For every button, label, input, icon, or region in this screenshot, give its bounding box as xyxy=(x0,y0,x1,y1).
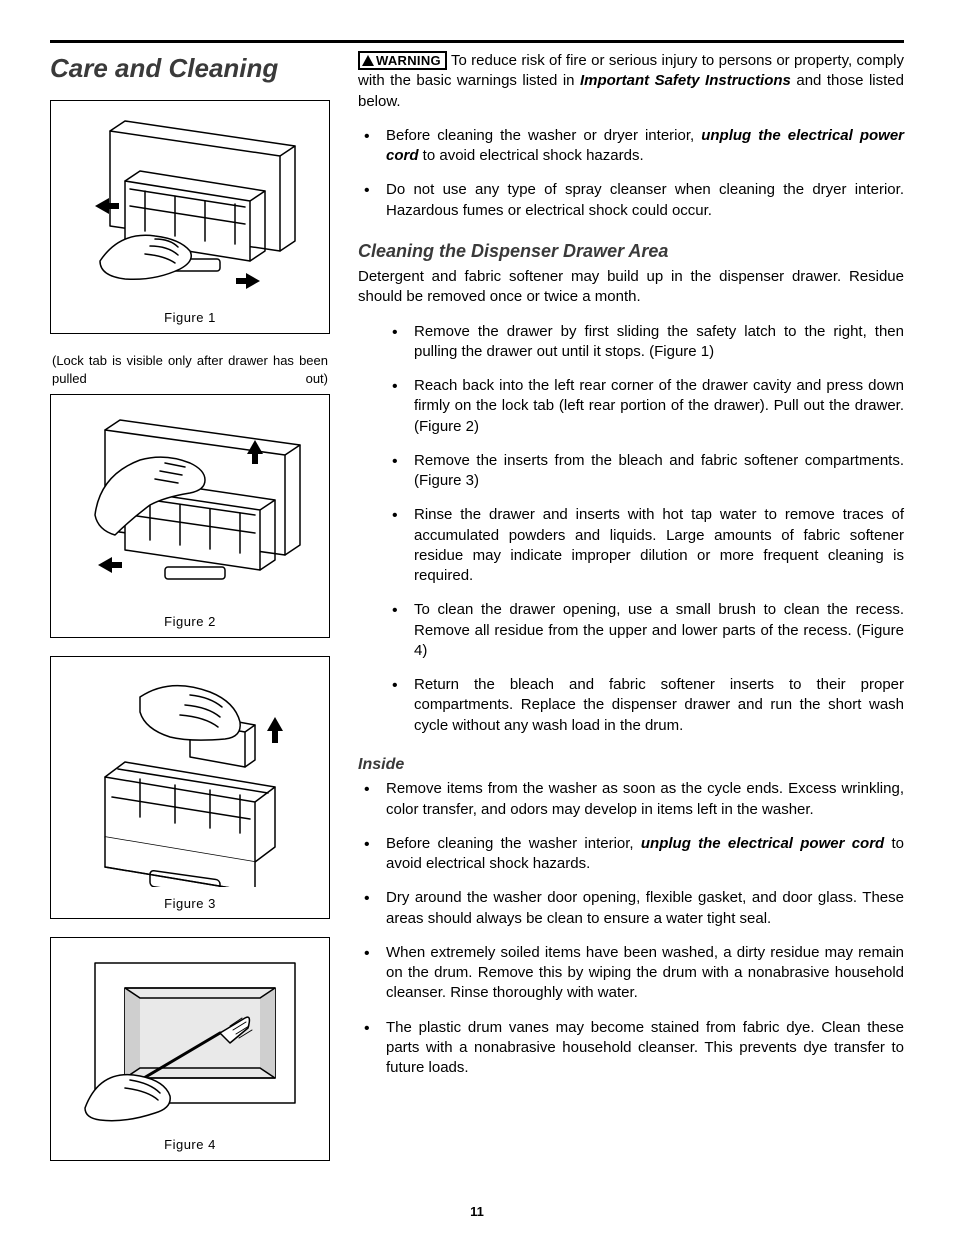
in4-pre: The plastic drum vanes may become staine… xyxy=(386,1019,904,1077)
inside-item-0: Remove items from the washer as soon as … xyxy=(386,779,904,820)
tb1-pre: Do not use any type of spray cleanser wh… xyxy=(386,181,904,218)
in3-pre: When extremely soiled items have been wa… xyxy=(386,944,904,1002)
inside-item-4: The plastic drum vanes may become staine… xyxy=(386,1018,904,1079)
tb0-post: to avoid electrical shock hazards. xyxy=(419,147,644,164)
dispenser-item-3: Rinse the drawer and inserts with hot ta… xyxy=(414,505,904,586)
top-rule xyxy=(50,40,904,43)
top-warning-list: Before cleaning the washer or dryer inte… xyxy=(358,126,904,221)
figure-1-caption: Figure 1 xyxy=(61,309,319,327)
warning-paragraph: WARNINGTo reduce risk of fire or serious… xyxy=(358,51,904,112)
right-column: WARNINGTo reduce risk of fire or serious… xyxy=(358,51,904,1179)
warning-triangle-icon xyxy=(362,55,374,66)
warning-label: WARNING xyxy=(376,53,441,68)
figure-2-illustration xyxy=(70,405,310,605)
figure-1-illustration xyxy=(70,111,310,301)
figure-4-box: Figure 4 xyxy=(50,937,330,1161)
figure-4-illustration xyxy=(70,948,310,1128)
in1-emph: unplug the electrical power cord xyxy=(641,835,884,852)
dispenser-item-4: To clean the drawer opening, use a small… xyxy=(414,600,904,661)
figure-3-illustration xyxy=(70,667,310,887)
figure-1-box: Figure 1 xyxy=(50,100,330,334)
figure-2-box: Figure 2 xyxy=(50,394,330,638)
in1-pre: Before cleaning the washer interior, xyxy=(386,835,641,852)
figure-2-note: (Lock tab is visible only after drawer h… xyxy=(52,352,328,388)
figure-3-box: Figure 3 xyxy=(50,656,330,920)
dispenser-heading: Cleaning the Dispenser Drawer Area xyxy=(358,239,904,263)
dispenser-item-0: Remove the drawer by first sliding the s… xyxy=(414,322,904,363)
dispenser-item-2: Remove the inserts from the bleach and f… xyxy=(414,451,904,492)
figure-4-caption: Figure 4 xyxy=(61,1136,319,1154)
dispenser-intro: Detergent and fabric softener may build … xyxy=(358,267,904,308)
left-column: Care and Cleaning xyxy=(50,51,330,1179)
page-number: 11 xyxy=(50,1203,904,1221)
inside-item-1: Before cleaning the washer interior, unp… xyxy=(386,834,904,875)
dispenser-list: Remove the drawer by first sliding the s… xyxy=(358,322,904,736)
in2-pre: Dry around the washer door opening, flex… xyxy=(386,889,904,926)
top-bullet-1: Do not use any type of spray cleanser wh… xyxy=(386,180,904,221)
inside-item-2: Dry around the washer door opening, flex… xyxy=(386,888,904,929)
dispenser-item-5: Return the bleach and fabric softener in… xyxy=(414,675,904,736)
figure-2-caption: Figure 2 xyxy=(61,613,319,631)
figure-3-caption: Figure 3 xyxy=(61,895,319,913)
dispenser-item-1: Reach back into the left rear corner of … xyxy=(414,376,904,437)
warning-emph: Important Safety Instructions xyxy=(580,72,791,89)
page-columns: Care and Cleaning xyxy=(50,51,904,1179)
tb0-pre: Before cleaning the washer or dryer inte… xyxy=(386,127,701,144)
inside-list: Remove items from the washer as soon as … xyxy=(358,779,904,1078)
top-bullet-0: Before cleaning the washer or dryer inte… xyxy=(386,126,904,167)
inside-heading: Inside xyxy=(358,754,904,776)
section-title: Care and Cleaning xyxy=(50,51,330,86)
warning-badge: WARNING xyxy=(358,51,447,70)
inside-item-3: When extremely soiled items have been wa… xyxy=(386,943,904,1004)
in0-pre: Remove items from the washer as soon as … xyxy=(386,780,904,817)
